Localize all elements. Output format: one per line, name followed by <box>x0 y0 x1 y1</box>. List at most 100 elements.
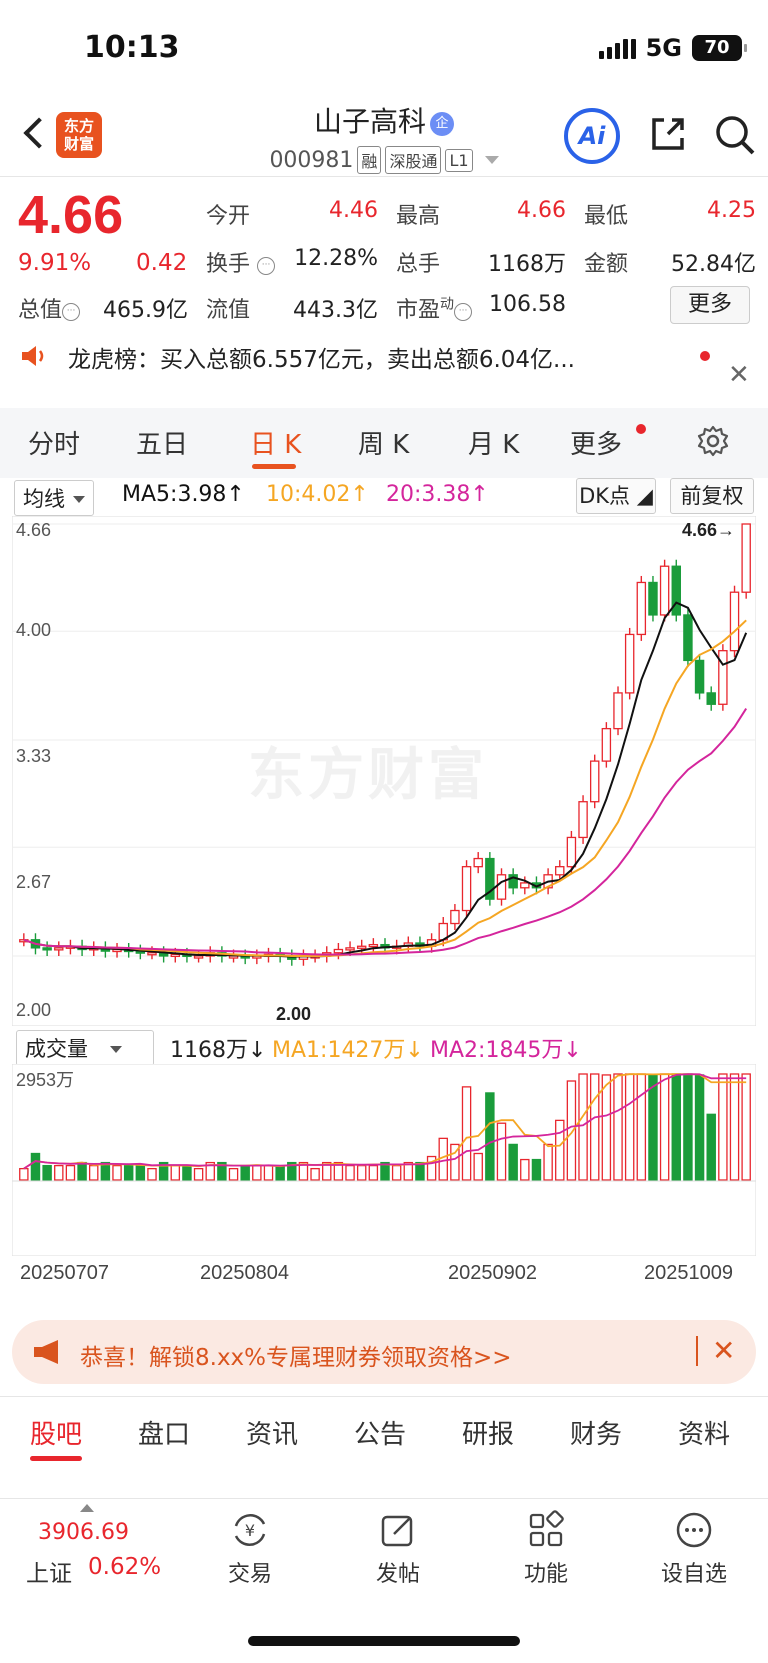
volume-bar <box>228 1167 239 1181</box>
unread-dot <box>700 351 710 361</box>
volume-bar <box>729 1073 740 1181</box>
status-time: 10:13 <box>84 30 180 65</box>
volume-bar <box>135 1164 146 1181</box>
tab-intraday[interactable]: 分时 <box>28 430 81 460</box>
adjust-button[interactable]: 前复权 <box>670 478 754 514</box>
notification-dot <box>636 424 646 434</box>
tab-guba[interactable]: 股吧 <box>30 1420 83 1450</box>
nav-post[interactable]: 发帖 <box>375 1562 420 1587</box>
period-tab-bar <box>0 408 768 478</box>
pe-label[interactable]: 市盈动 ··· <box>396 292 473 324</box>
more-button[interactable]: 更多 <box>670 286 750 324</box>
app-logo: 东方 财富 <box>56 112 102 158</box>
volume-bar <box>520 1158 530 1181</box>
tab-five-day[interactable]: 五日 <box>136 430 189 460</box>
add-watchlist-icon[interactable] <box>674 1510 714 1550</box>
volume-bar <box>147 1167 157 1181</box>
volume-bar <box>333 1161 344 1181</box>
volume-value: 1168万↓ <box>170 1038 267 1063</box>
index-name[interactable]: 上证 <box>26 1561 72 1587</box>
volume-bar <box>217 1161 227 1181</box>
kline-chart[interactable] <box>12 516 756 1026</box>
volume-bar <box>391 1164 402 1181</box>
info-icon: ··· <box>454 303 473 321</box>
info-icon: ··· <box>257 257 276 275</box>
indicator-select[interactable]: 均线 <box>14 480 94 516</box>
stock-code-row[interactable]: 000981 融 深股通 L1 <box>0 146 768 174</box>
volume-bar <box>473 1152 483 1181</box>
volume-bar <box>158 1161 169 1181</box>
volume-chart[interactable] <box>12 1064 756 1256</box>
x-date-label: 20250804 <box>200 1262 289 1284</box>
stock-name: 山子高科 <box>313 105 426 138</box>
tab-news[interactable]: 资讯 <box>246 1420 299 1450</box>
nav-function[interactable]: 功能 <box>523 1562 568 1587</box>
function-icon[interactable] <box>526 1510 566 1550</box>
candle <box>485 857 495 900</box>
close-icon[interactable]: ✕ <box>712 1334 736 1367</box>
turnover-label[interactable]: 换手 ··· <box>206 246 276 278</box>
tab-pankou[interactable]: 盘口 <box>138 1420 191 1450</box>
volume-bar <box>252 1164 262 1181</box>
dk-point-button[interactable]: DK点 ◢ <box>576 478 656 514</box>
candle <box>193 955 204 959</box>
chevron-up-icon[interactable] <box>80 1504 94 1512</box>
connect-tag: 深股通 <box>385 146 442 174</box>
low-value: 4.25 <box>707 198 756 223</box>
volume-bar <box>624 1073 635 1181</box>
search-icon[interactable] <box>714 114 756 156</box>
index-value[interactable]: 3906.69 <box>38 1520 129 1545</box>
volume-bar <box>694 1074 705 1181</box>
section-divider <box>0 1396 768 1397</box>
tab-daily-k[interactable]: 日 K <box>250 430 302 460</box>
ai-button[interactable]: Ai <box>564 108 620 164</box>
tab-research[interactable]: 研报 <box>462 1420 515 1450</box>
stock-title[interactable]: 山子高科企 <box>0 100 768 140</box>
volume-bar <box>659 1073 670 1181</box>
enterprise-badge-icon: 企 <box>430 112 454 136</box>
close-icon[interactable]: ✕ <box>728 360 750 390</box>
gear-icon[interactable] <box>696 424 730 458</box>
vol-ma2-line <box>23 1073 747 1170</box>
promo-banner[interactable] <box>12 1320 756 1384</box>
volume-indicator-select[interactable]: 成交量 <box>16 1030 154 1066</box>
volume-bar <box>310 1167 320 1181</box>
volume-bar <box>263 1164 274 1181</box>
candle <box>683 614 693 662</box>
change-amount: 0.42 <box>136 250 188 276</box>
megaphone-icon <box>34 1340 58 1364</box>
volume-bar <box>205 1161 215 1181</box>
volume-bar <box>543 1143 553 1181</box>
volume-bar <box>287 1161 297 1181</box>
volume-bar <box>170 1164 181 1181</box>
index-percent[interactable]: 0.62% <box>88 1554 162 1580</box>
volume-bar <box>578 1073 588 1181</box>
tab-profile[interactable]: 资料 <box>678 1420 731 1450</box>
tab-announcements[interactable]: 公告 <box>354 1420 407 1450</box>
candle <box>170 953 181 958</box>
high-marker-label: 4.66→ <box>682 520 736 540</box>
nav-add-watchlist[interactable]: 设自选 <box>660 1562 727 1587</box>
tab-monthly-k[interactable]: 月 K <box>468 430 520 460</box>
volume-bar <box>112 1164 122 1181</box>
volume-bar <box>566 1080 577 1181</box>
dragon-tiger-news[interactable]: 龙虎榜：买入总额6.557亿元，卖出总额6.04亿... <box>68 347 575 373</box>
x-date-label: 20250902 <box>448 1262 537 1284</box>
post-icon[interactable] <box>378 1510 418 1550</box>
candle <box>496 874 507 900</box>
share-icon[interactable] <box>648 114 688 154</box>
tab-more[interactable]: 更多 <box>570 430 623 460</box>
volume-bar <box>380 1161 390 1181</box>
y-tick-label: 2.67 <box>16 872 52 892</box>
promo-text[interactable]: 恭喜！解锁8.xx%专属理财券领取资格>> <box>80 1345 512 1371</box>
candle <box>578 801 588 839</box>
volume-bar <box>741 1073 751 1181</box>
tab-financials[interactable]: 财务 <box>570 1420 623 1450</box>
candle <box>648 581 658 616</box>
trade-icon[interactable]: ¥ <box>230 1510 270 1550</box>
mktcap-label[interactable]: 总值 ··· <box>18 292 81 324</box>
tab-weekly-k[interactable]: 周 K <box>358 430 410 460</box>
change-percent: 9.91% <box>18 250 92 276</box>
nav-trade[interactable]: 交易 <box>227 1562 272 1587</box>
margin-tag: 融 <box>357 146 382 174</box>
